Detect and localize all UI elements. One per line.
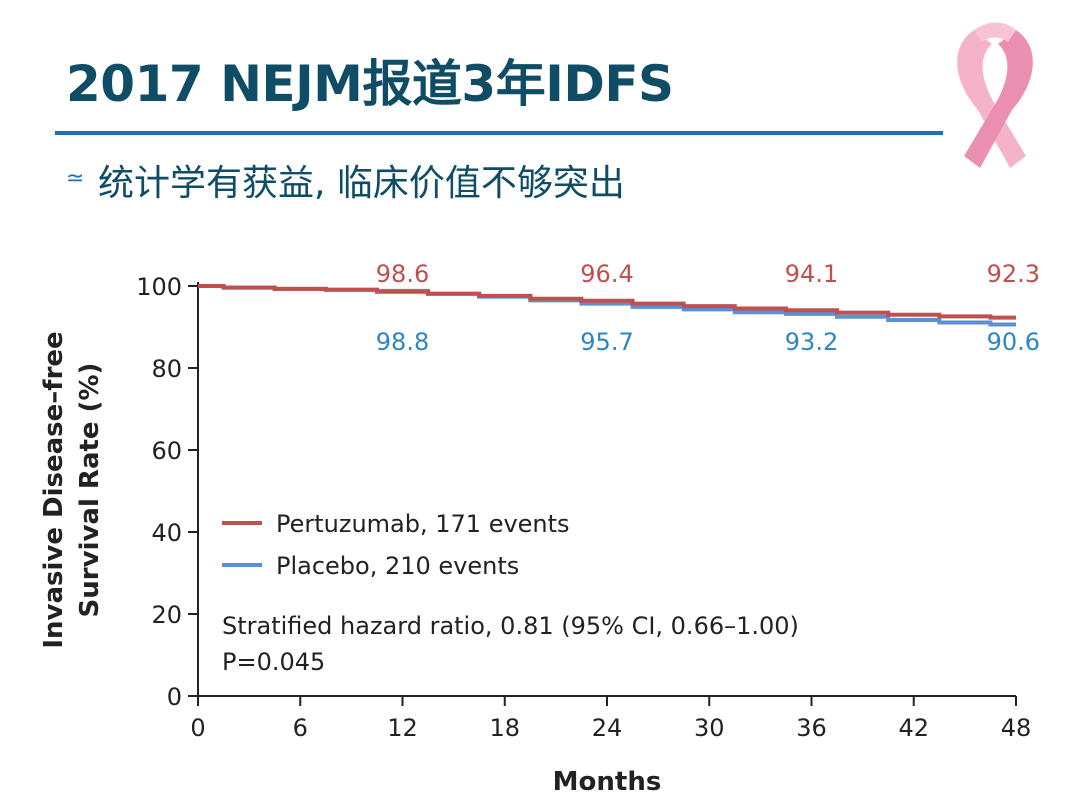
x-tick-label: 24 bbox=[592, 714, 623, 742]
x-tick-label: 48 bbox=[1001, 714, 1032, 742]
pertuzumab-line bbox=[198, 284, 1016, 320]
x-tick-label: 30 bbox=[694, 714, 725, 742]
title-underline bbox=[55, 131, 943, 135]
x-tick-label: 6 bbox=[293, 714, 308, 742]
y-tick-label: 100 bbox=[136, 273, 182, 301]
y-tick-label: 20 bbox=[151, 601, 182, 629]
y-tick-label: 60 bbox=[151, 437, 182, 465]
pertuzumab-value-label: 98.6 bbox=[376, 260, 429, 288]
placebo-value-label: 95.7 bbox=[580, 328, 633, 356]
pertuzumab-value-label: 94.1 bbox=[785, 260, 838, 288]
placebo-value-label: 90.6 bbox=[987, 328, 1040, 356]
y-tick-label: 0 bbox=[167, 683, 182, 711]
placebo-value-label: 98.8 bbox=[376, 328, 429, 356]
pertuzumab-legend-label: Pertuzumab, 171 events bbox=[276, 510, 570, 538]
wave-bullet-icon: ≃ bbox=[66, 166, 85, 191]
y-axis-label-line2: Survival Rate (%) bbox=[75, 363, 105, 618]
x-tick-label: 36 bbox=[796, 714, 827, 742]
p-value-text: P=0.045 bbox=[222, 648, 325, 676]
x-tick-label: 18 bbox=[489, 714, 520, 742]
y-tick-label: 40 bbox=[151, 519, 182, 547]
slide-subtitle: 统计学有获益, 临床价值不够突出 bbox=[98, 163, 625, 204]
y-axis-label-line1: Invasive Disease–free bbox=[39, 331, 69, 648]
x-axis-label: Months bbox=[553, 767, 662, 797]
pertuzumab-value-label: 92.3 bbox=[987, 260, 1040, 288]
pink-ribbon-icon bbox=[957, 22, 1033, 168]
x-tick-label: 42 bbox=[898, 714, 929, 742]
y-tick-label: 80 bbox=[151, 355, 182, 383]
placebo-value-label: 93.2 bbox=[785, 328, 838, 356]
pertuzumab-value-label: 96.4 bbox=[580, 260, 633, 288]
hazard-ratio-text: Stratified hazard ratio, 0.81 (95% CI, 0… bbox=[222, 612, 799, 640]
x-tick-label: 0 bbox=[190, 714, 205, 742]
placebo-legend-label: Placebo, 210 events bbox=[276, 552, 519, 580]
x-tick-label: 12 bbox=[387, 714, 418, 742]
placebo-line bbox=[198, 284, 1016, 327]
slide-title: 2017 NEJM报道3年IDFS bbox=[66, 55, 674, 113]
